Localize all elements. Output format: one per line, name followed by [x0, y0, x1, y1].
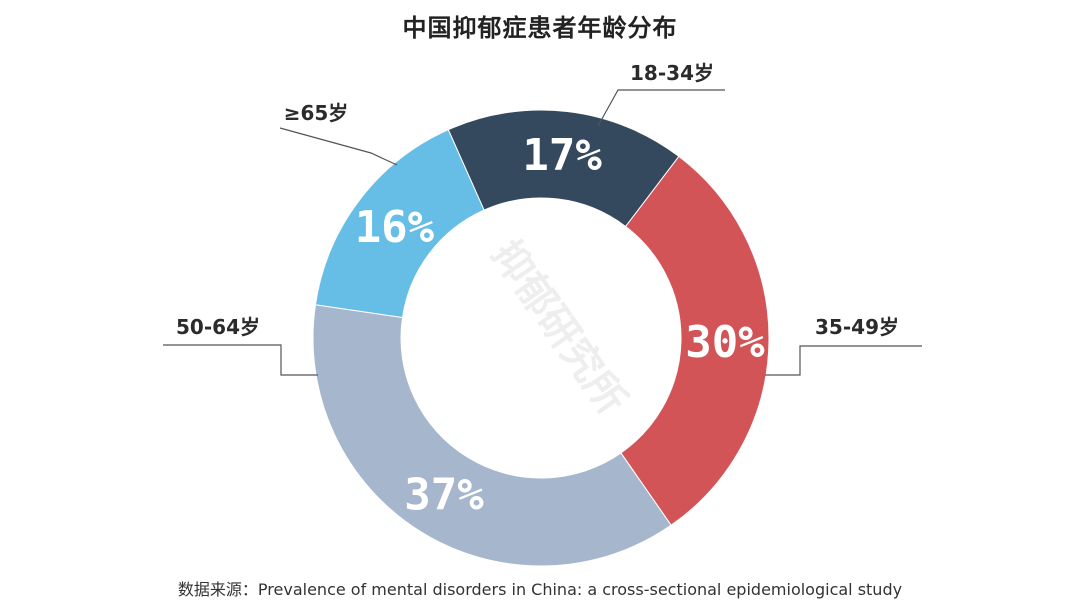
donut-slices [312, 109, 770, 567]
percent-label-18-34: 17% [522, 130, 602, 181]
category-label-35-49: 35-49岁 [815, 315, 899, 339]
source-prefix: 数据来源： [177, 580, 258, 599]
leader-line-50-64 [163, 344, 318, 376]
leader-lines [163, 89, 922, 376]
leader-line-65 [279, 127, 398, 166]
source-text: Prevalence of mental disorders in China:… [257, 580, 903, 599]
percent-label-65: 16% [355, 202, 435, 253]
leader-line-18-34 [597, 89, 725, 127]
percent-label-35-49: 30% [685, 317, 765, 368]
slice-50-64 [312, 304, 672, 567]
category-label-50-64: 50-64岁 [176, 315, 260, 339]
watermark: 抑郁研究所 [482, 232, 634, 422]
category-label-18-34: 18-34岁 [630, 61, 714, 85]
slice-labels: 17% 18-34岁 30% 35-49岁 37% 50-64岁 16% ≥65岁 [176, 61, 899, 520]
category-label-65: ≥65岁 [284, 101, 349, 125]
chart-title: 中国抑郁症患者年龄分布 [402, 14, 678, 42]
leader-line-35-49 [765, 345, 922, 376]
percent-label-50-64: 37% [404, 469, 484, 520]
source-note: 数据来源：Prevalence of mental disorders in C… [0, 576, 1080, 600]
slice-35-49 [620, 155, 770, 526]
slice-65 [314, 129, 485, 319]
